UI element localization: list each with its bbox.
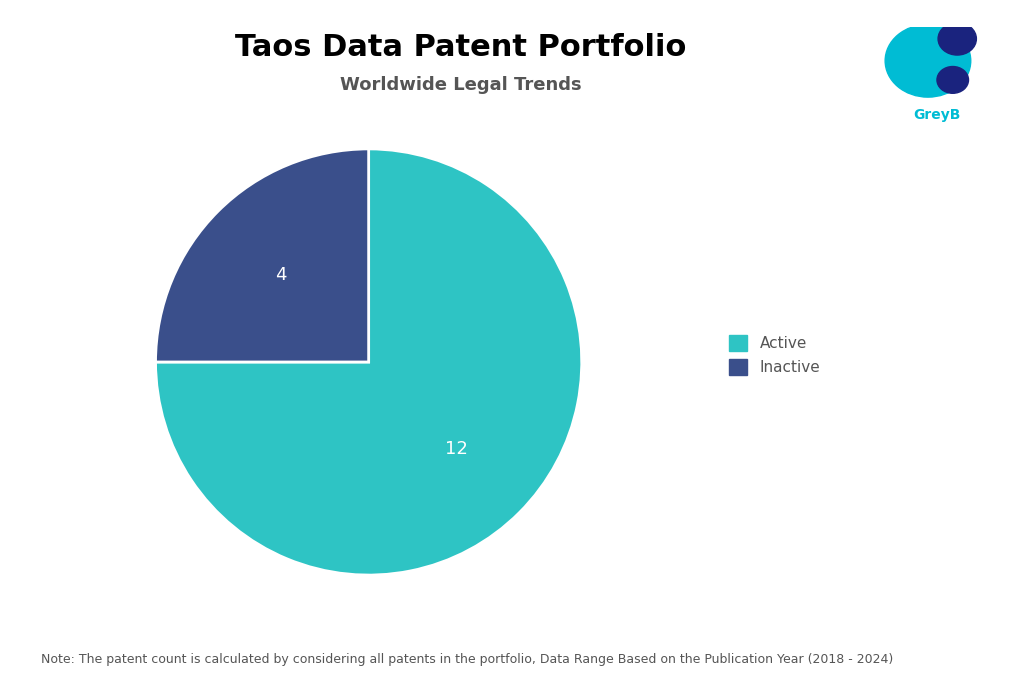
Circle shape: [938, 23, 977, 55]
Text: Taos Data Patent Portfolio: Taos Data Patent Portfolio: [236, 33, 686, 62]
Text: Note: The patent count is calculated by considering all patents in the portfolio: Note: The patent count is calculated by …: [41, 653, 893, 666]
Text: 12: 12: [444, 441, 468, 458]
Wedge shape: [156, 149, 369, 362]
Text: 4: 4: [275, 266, 287, 283]
Text: Worldwide Legal Trends: Worldwide Legal Trends: [340, 76, 582, 94]
Circle shape: [937, 66, 969, 94]
Wedge shape: [156, 149, 582, 575]
Circle shape: [885, 25, 971, 97]
Text: GreyB: GreyB: [913, 109, 961, 122]
Legend: Active, Inactive: Active, Inactive: [724, 331, 825, 380]
